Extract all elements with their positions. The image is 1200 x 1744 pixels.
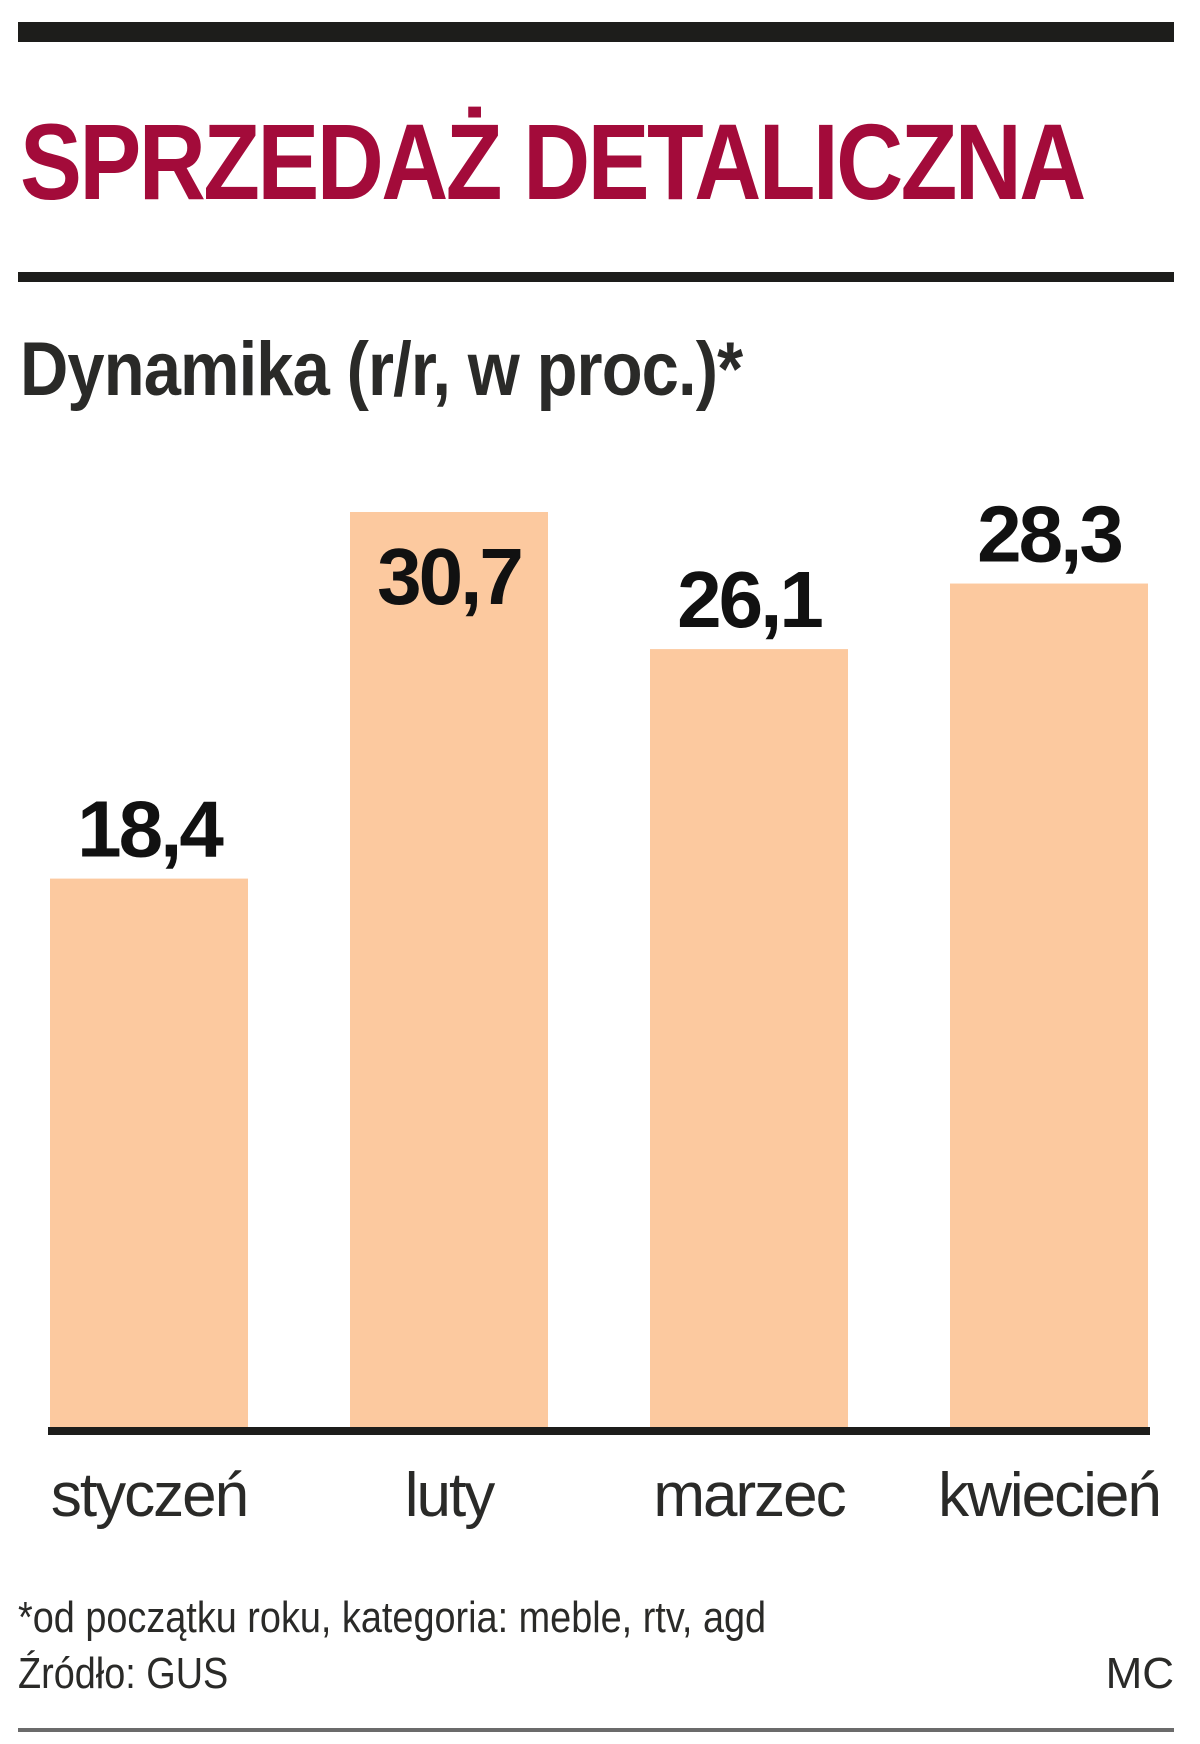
category-label-1: luty xyxy=(405,1461,495,1530)
x-axis-line xyxy=(48,1427,1150,1435)
bar-chart: 18,4 styczeń 30,7 luty 26,1 marzec 28,3 kwiecie… xyxy=(48,490,1162,1530)
value-label-1: 30,7 xyxy=(377,532,521,621)
author-initials: MC xyxy=(1105,1649,1174,1698)
value-label-3: 28,3 xyxy=(977,490,1121,579)
bar-0 xyxy=(50,878,248,1427)
bar-1 xyxy=(350,512,548,1427)
source-note: Źródło: GUS xyxy=(18,1649,229,1698)
category-label-2: marzec xyxy=(653,1461,845,1530)
title-rule xyxy=(18,272,1174,282)
value-label-0: 18,4 xyxy=(77,785,224,874)
value-label-2: 26,1 xyxy=(677,555,822,644)
category-label-0: styczeń xyxy=(51,1461,247,1530)
footnote: *od początku roku, kategoria: meble, rtv… xyxy=(18,1593,767,1642)
bar-3 xyxy=(950,583,1148,1427)
chart-subtitle: Dynamika (r/r, w proc.)* xyxy=(20,327,743,412)
bar-2 xyxy=(650,649,848,1427)
category-label-3: kwiecień xyxy=(938,1461,1160,1530)
top-rule xyxy=(18,22,1174,42)
bottom-rule xyxy=(18,1728,1174,1732)
chart-title: SPRZEDAŻ DETALICZNA xyxy=(20,101,1086,222)
